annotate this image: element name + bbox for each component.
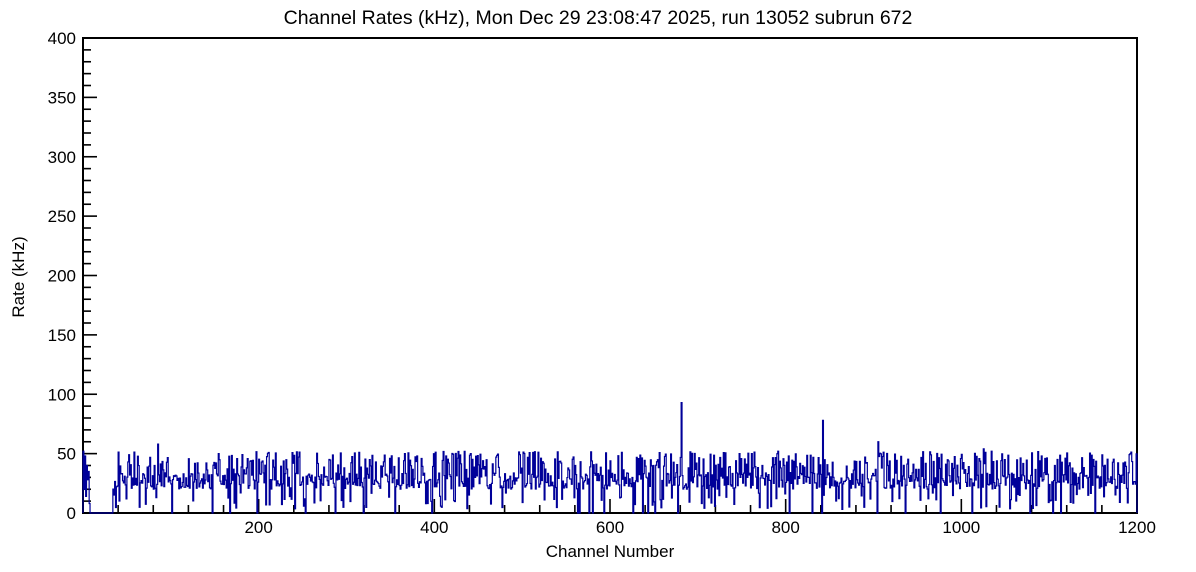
y-tick-label: 200 (48, 267, 76, 286)
x-tick-label: 600 (596, 518, 624, 537)
rate-series-line (82, 401, 1138, 514)
y-tick-label: 300 (48, 148, 76, 167)
y-tick-label: 50 (57, 445, 76, 464)
x-tick-label: 800 (771, 518, 799, 537)
x-tick-label: 1000 (942, 518, 980, 537)
axis-tick-labels: 200 400 600 800 1000 1200 0 50 100 150 200 250 300 35… (48, 29, 1156, 537)
x-tick-label: 400 (420, 518, 448, 537)
y-tick-label: 100 (48, 385, 76, 404)
y-tick-label: 150 (48, 326, 76, 345)
x-axis-title: Channel Number (546, 542, 675, 561)
y-tick-label: 0 (67, 504, 76, 523)
y-axis-title: Rate (kHz) (9, 236, 28, 317)
chart-title: Channel Rates (kHz), Mon Dec 29 23:08:47… (284, 7, 913, 29)
y-tick-label: 350 (48, 88, 76, 107)
y-tick-label: 400 (48, 29, 76, 48)
plot-frame (82, 37, 1138, 514)
x-tick-label: 1200 (1118, 518, 1156, 537)
x-tick-label: 200 (244, 518, 272, 537)
axis-ticks (84, 37, 1138, 514)
y-tick-label: 250 (48, 207, 76, 226)
